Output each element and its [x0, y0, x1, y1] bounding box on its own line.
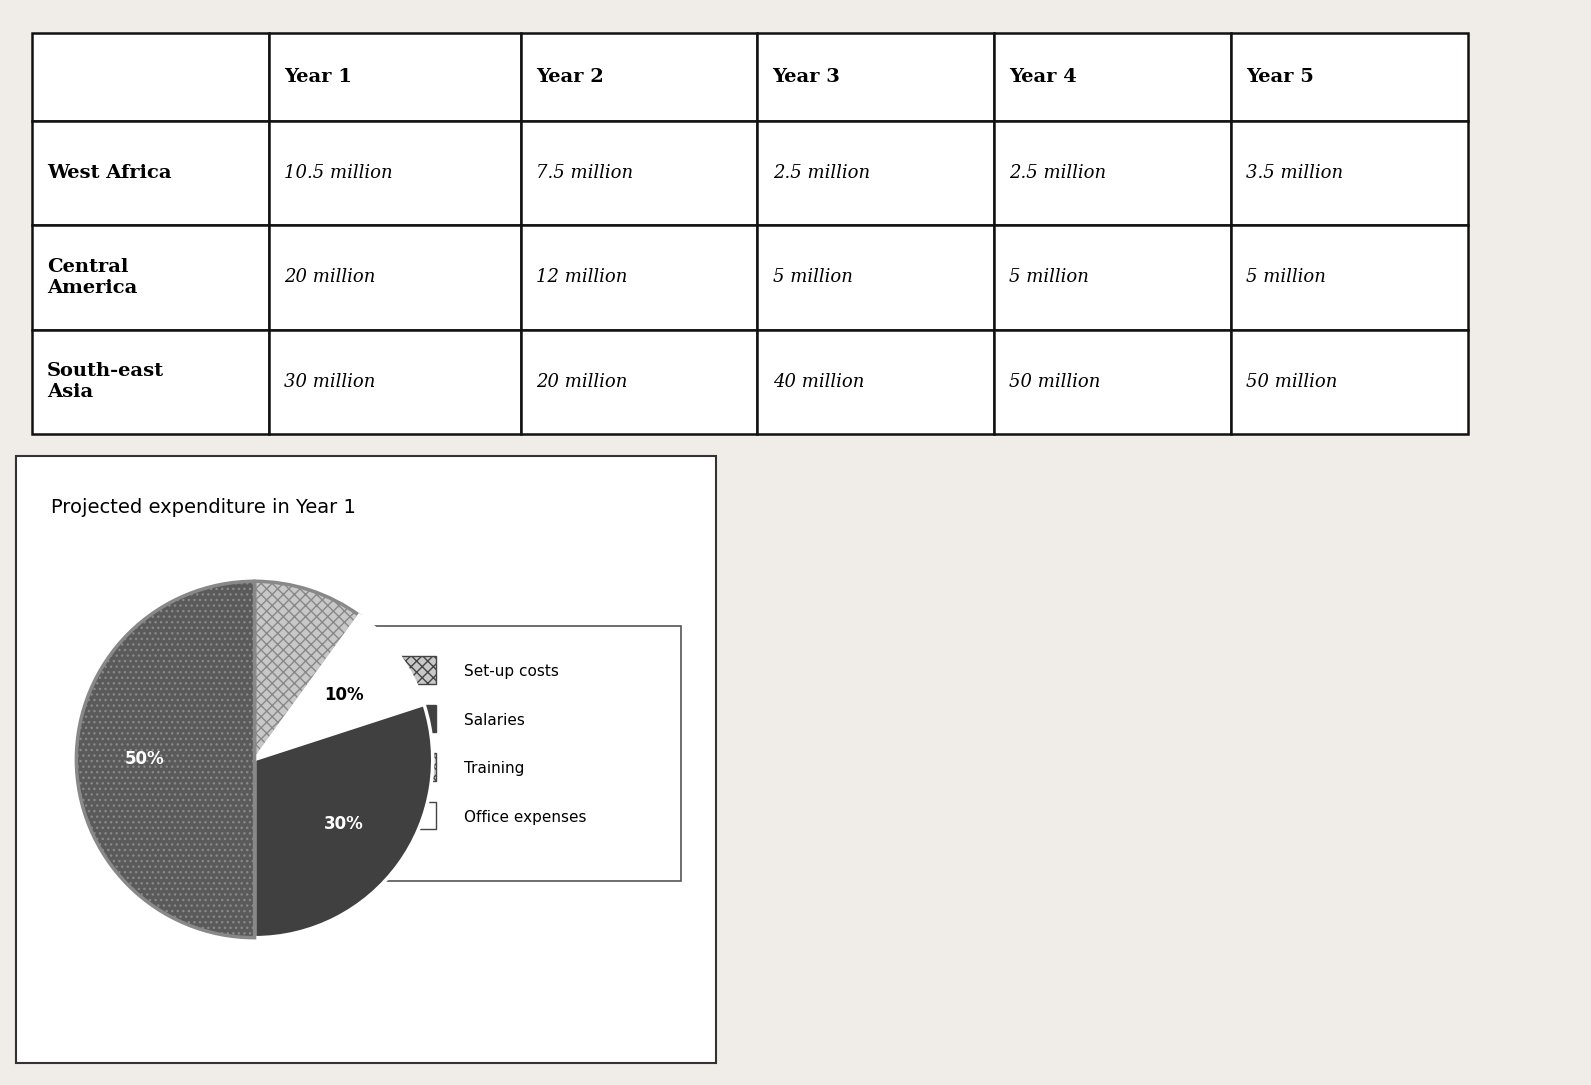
- Bar: [520, 330, 757, 434]
- Wedge shape: [255, 704, 433, 937]
- Text: 10%: 10%: [325, 686, 364, 703]
- Bar: [269, 330, 520, 434]
- Bar: [757, 120, 994, 226]
- Text: Year 1: Year 1: [283, 67, 352, 86]
- Bar: [1231, 33, 1467, 120]
- Text: 40 million: 40 million: [773, 373, 864, 391]
- Bar: [32, 330, 269, 434]
- Text: 5 million: 5 million: [1246, 268, 1325, 286]
- Text: Year 4: Year 4: [1009, 67, 1077, 86]
- Bar: [32, 33, 269, 120]
- Text: 3.5 million: 3.5 million: [1246, 164, 1343, 182]
- Text: 5 million: 5 million: [1009, 268, 1090, 286]
- Wedge shape: [255, 615, 425, 760]
- Bar: [366, 626, 681, 881]
- Text: 50%: 50%: [124, 751, 164, 768]
- Text: Training: Training: [465, 761, 525, 776]
- Text: 30%: 30%: [325, 816, 364, 833]
- Text: 30 million: 30 million: [283, 373, 375, 391]
- Bar: [757, 226, 994, 330]
- Bar: [387, 753, 436, 781]
- Bar: [269, 33, 520, 120]
- Text: Central
America: Central America: [48, 258, 137, 297]
- Text: West Africa: West Africa: [48, 164, 172, 182]
- Bar: [32, 120, 269, 226]
- Text: Set-up costs: Set-up costs: [465, 664, 558, 679]
- Bar: [269, 226, 520, 330]
- Text: South-east
Asia: South-east Asia: [48, 362, 164, 401]
- Text: Year 2: Year 2: [536, 67, 603, 86]
- Bar: [387, 705, 436, 732]
- Text: Projected expenditure in Year 1: Projected expenditure in Year 1: [51, 498, 356, 518]
- Bar: [757, 33, 994, 120]
- Bar: [1231, 330, 1467, 434]
- Text: 10.5 million: 10.5 million: [283, 164, 393, 182]
- Wedge shape: [255, 582, 360, 760]
- Bar: [994, 226, 1231, 330]
- Text: 20 million: 20 million: [536, 373, 627, 391]
- Bar: [1231, 120, 1467, 226]
- Bar: [387, 656, 436, 684]
- Text: Salaries: Salaries: [465, 713, 525, 728]
- Bar: [520, 33, 757, 120]
- Text: Year 5: Year 5: [1246, 67, 1314, 86]
- Text: 2.5 million: 2.5 million: [1009, 164, 1106, 182]
- Bar: [1231, 226, 1467, 330]
- Bar: [32, 226, 269, 330]
- Bar: [994, 120, 1231, 226]
- Bar: [757, 330, 994, 434]
- Text: 7.5 million: 7.5 million: [536, 164, 633, 182]
- Bar: [269, 120, 520, 226]
- Bar: [520, 226, 757, 330]
- Text: 20 million: 20 million: [283, 268, 375, 286]
- Wedge shape: [76, 582, 255, 937]
- Bar: [994, 330, 1231, 434]
- Text: 50 million: 50 million: [1009, 373, 1101, 391]
- Text: 50 million: 50 million: [1246, 373, 1338, 391]
- Bar: [520, 120, 757, 226]
- Text: 12 million: 12 million: [536, 268, 627, 286]
- Text: Year 3: Year 3: [773, 67, 840, 86]
- Text: 2.5 million: 2.5 million: [773, 164, 870, 182]
- Text: 5 million: 5 million: [773, 268, 853, 286]
- Bar: [994, 33, 1231, 120]
- Text: Office expenses: Office expenses: [465, 809, 587, 825]
- Bar: [387, 802, 436, 829]
